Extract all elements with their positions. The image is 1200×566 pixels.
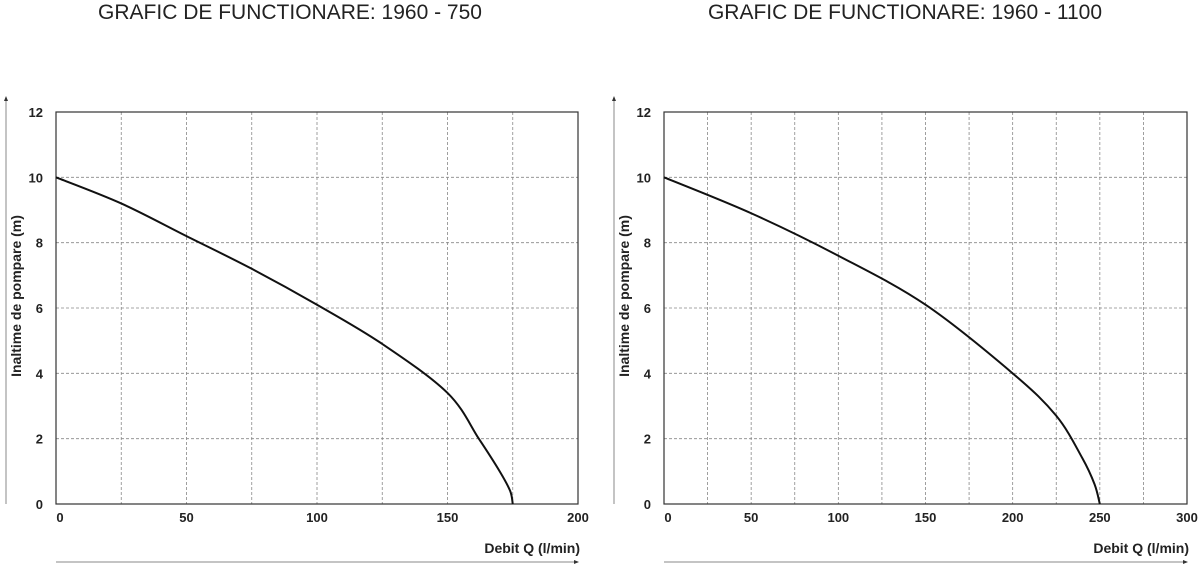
- y-tick-label: 8: [644, 236, 651, 251]
- x-axis-arrow-head: [1183, 560, 1188, 564]
- y-tick-label: 6: [36, 301, 43, 316]
- x-tick-label: 50: [744, 510, 758, 525]
- x-tick-label: 50: [179, 510, 193, 525]
- x-tick-label: 0: [56, 510, 63, 525]
- y-tick-label: 4: [644, 366, 652, 381]
- x-tick-label: 0: [664, 510, 671, 525]
- x-axis-arrow-head: [574, 560, 579, 564]
- y-axis-arrow-head: [4, 96, 8, 101]
- plot-frame: [663, 111, 1188, 505]
- x-tick-label: 200: [1002, 510, 1024, 525]
- y-tick-label: 8: [36, 236, 43, 251]
- y-tick-label: 12: [29, 105, 43, 120]
- x-tick-label: 250: [1089, 510, 1111, 525]
- y-tick-label: 10: [29, 170, 43, 185]
- y-tick-label: 0: [36, 497, 43, 512]
- x-tick-label: 100: [306, 510, 328, 525]
- plot-frame: [55, 111, 579, 505]
- y-tick-label: 4: [36, 366, 44, 381]
- y-tick-label: 0: [644, 497, 651, 512]
- y-tick-label: 12: [637, 105, 651, 120]
- x-tick-label: 100: [827, 510, 849, 525]
- chart-title: GRAFIC DE FUNCTIONARE: 1960 - 750: [98, 1, 482, 24]
- chart-title: GRAFIC DE FUNCTIONARE: 1960 - 1100: [708, 1, 1102, 24]
- performance-curve: [663, 176, 1101, 505]
- y-tick-label: 2: [644, 432, 651, 447]
- y-axis-label: Inaltime de pompare (m): [616, 215, 632, 377]
- y-tick-label: 6: [644, 301, 651, 316]
- x-tick-label: 150: [915, 510, 937, 525]
- x-tick-label: 150: [437, 510, 459, 525]
- x-tick-label: 300: [1176, 510, 1198, 525]
- y-tick-label: 2: [36, 432, 43, 447]
- y-axis-arrow-head: [612, 96, 616, 101]
- x-axis-label: Debit Q (l/min): [1093, 540, 1189, 556]
- x-tick-label: 200: [567, 510, 589, 525]
- x-axis-label: Debit Q (l/min): [484, 540, 580, 556]
- y-axis-label: Inaltime de pompare (m): [8, 215, 24, 377]
- performance-curve: [55, 176, 514, 505]
- y-tick-label: 10: [637, 170, 651, 185]
